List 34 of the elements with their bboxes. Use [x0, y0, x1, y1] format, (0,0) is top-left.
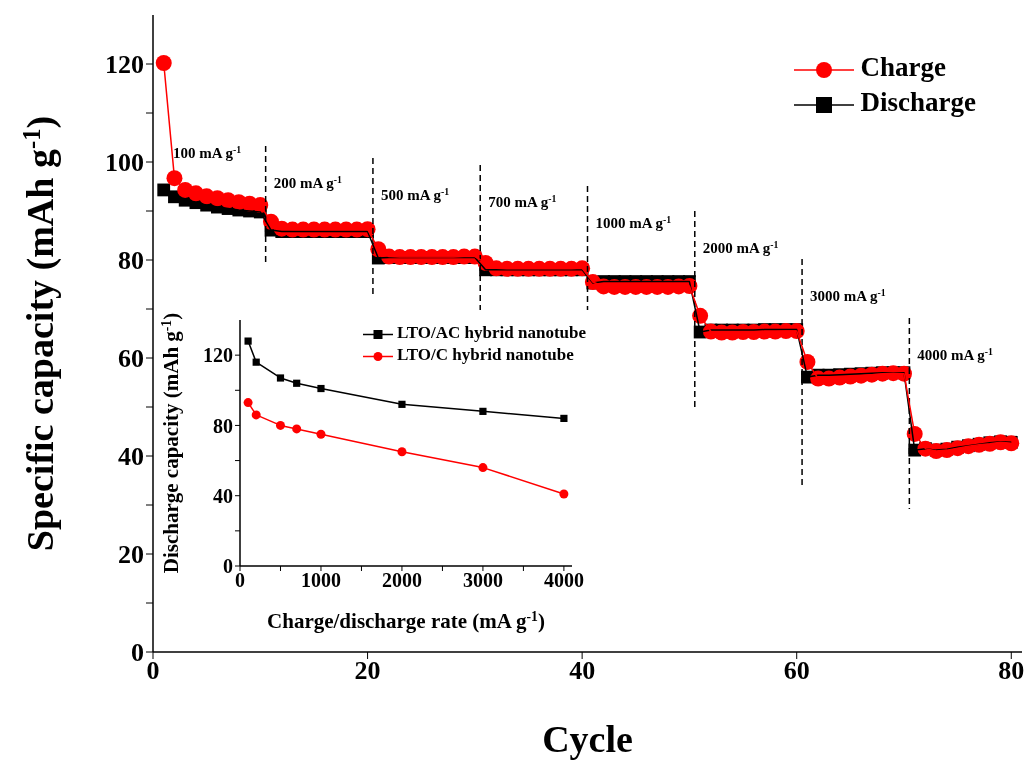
x-tick-label: 80 — [998, 656, 1025, 686]
annotation: 1000 mA g$^{-1}$ — [595, 213, 672, 231]
y-tick-label: 20 — [118, 540, 144, 570]
x-tick-label: 3000 — [462, 569, 503, 592]
y-tick-label: 40 — [118, 442, 144, 472]
legend-label: Discharge — [860, 87, 976, 118]
annotation: 4000 mA g$^{-1}$ — [917, 345, 994, 363]
x-tick-label: 1000 — [300, 569, 341, 592]
y-tick-label: 80 — [118, 246, 144, 276]
point — [244, 337, 252, 345]
annotation: 100 mA g$^{-1}$ — [173, 143, 242, 161]
legend-label: LTO/AC hybrid nanotube — [397, 323, 586, 342]
legend-label: Charge — [860, 52, 946, 82]
y-tick-label: 100 — [105, 148, 144, 178]
x-tick-label: 40 — [569, 656, 596, 686]
x-tick-label: 60 — [783, 656, 810, 686]
point — [560, 414, 568, 422]
y-tick-label: 40 — [213, 484, 233, 507]
x-axis-title: Cycle — [542, 718, 633, 760]
y-tick-label: 120 — [105, 50, 144, 80]
y-tick-label: 80 — [213, 414, 233, 437]
x-tick-label: 2000 — [381, 569, 422, 592]
y-tick-label: 60 — [118, 344, 144, 374]
x-tick-label: 20 — [354, 656, 381, 686]
annotation: 500 mA g$^{-1}$ — [380, 185, 450, 203]
annotation: 2000 mA g$^{-1}$ — [702, 238, 779, 256]
annotation: 200 mA g$^{-1}$ — [273, 173, 342, 191]
y-tick-label: 0 — [223, 555, 233, 578]
x-axis-title: Charge/discharge rate (mA g$^{-1}$) — [267, 608, 545, 633]
x-tick-label: 4000 — [543, 569, 584, 592]
annotation: 3000 mA g$^{-1}$ — [810, 286, 886, 304]
legend-label: LTO/C hybrid nanotube — [397, 345, 574, 365]
y-tick-label: 120 — [203, 344, 233, 367]
annotation: 700 mA g$^{-1}$ — [488, 192, 557, 210]
